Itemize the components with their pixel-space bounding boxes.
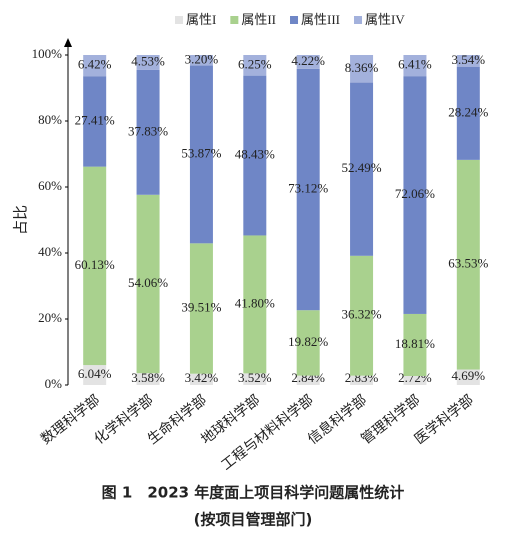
bar-segment [350, 82, 374, 256]
value-label: 3.54% [452, 52, 486, 67]
y-tick-label: 100% [32, 46, 63, 61]
bar-segment [189, 65, 213, 244]
bar-segment [456, 55, 480, 67]
bar-segment [243, 55, 267, 76]
legend-label: 属性IV [365, 12, 405, 27]
value-label: 6.04% [78, 366, 112, 381]
value-label: 60.13% [75, 257, 115, 272]
value-label: 27.41% [75, 112, 115, 127]
bar-segment [189, 373, 213, 385]
value-label: 6.42% [78, 57, 112, 72]
bar-segment [243, 75, 267, 236]
x-tick-label: 数理科学部 [38, 392, 103, 448]
value-label: 3.58% [131, 370, 165, 385]
value-label: 73.12% [288, 181, 328, 196]
bar-segment [83, 166, 107, 366]
legend-swatch [230, 16, 239, 24]
value-label: 53.87% [181, 145, 221, 160]
caption-subtitle: (按项目管理部门) [194, 511, 313, 529]
x-tick-label: 化学科学部 [91, 392, 156, 448]
value-label: 19.82% [288, 334, 328, 349]
value-label: 3.42% [185, 370, 219, 385]
legend-label: 属性I [186, 12, 216, 27]
bar-segment [83, 76, 107, 167]
legend-swatch [354, 16, 363, 24]
bar-segment [403, 313, 427, 377]
bar-segment [456, 369, 480, 385]
bar-segment [136, 69, 160, 195]
y-tick-label: 20% [38, 310, 62, 325]
bar-segment [456, 159, 480, 370]
bar-segment [296, 310, 320, 376]
bar-segment [136, 194, 160, 374]
bar-segment [243, 373, 267, 385]
bar-segment [296, 55, 320, 69]
value-label: 28.24% [448, 104, 488, 119]
value-label: 52.49% [342, 160, 382, 175]
value-label: 36.32% [342, 307, 382, 322]
value-label: 48.43% [235, 147, 275, 162]
value-label: 6.41% [398, 57, 432, 72]
value-label: 4.53% [131, 53, 165, 68]
value-label: 6.25% [238, 56, 272, 71]
y-tick-label: 40% [38, 244, 62, 259]
x-tick-label: 生命科学部 [144, 391, 210, 447]
x-tick-label: 信息科学部 [304, 391, 370, 447]
x-tick-label: 工程与材料科学部 [219, 392, 317, 474]
bar-segment [296, 68, 320, 311]
bar-segment [83, 55, 107, 77]
value-label: 8.36% [345, 60, 379, 75]
value-label: 72.06% [395, 186, 435, 201]
bar-segment [189, 243, 213, 374]
bar-segment [403, 376, 427, 385]
value-label: 41.80% [235, 295, 275, 310]
bar-segment [136, 55, 160, 70]
bar-segment [350, 255, 374, 376]
value-label: 4.22% [291, 53, 325, 68]
value-label: 3.52% [238, 370, 272, 385]
bar-segment [403, 76, 427, 314]
bar-segment [350, 375, 374, 385]
y-tick-label: 0% [45, 376, 63, 391]
y-tick-label: 80% [38, 112, 62, 127]
axis-arrow [64, 38, 72, 47]
value-label: 18.81% [395, 336, 435, 351]
x-tick-label: 管理科学部 [358, 392, 423, 448]
bar-segment [83, 365, 107, 385]
bar-segment [456, 66, 480, 160]
caption-title: 图 1 2023 年度面上项目科学问题属性统计 [102, 484, 405, 502]
y-axis-label: 占比 [12, 205, 29, 235]
bar-segment [350, 55, 374, 83]
value-label: 4.69% [452, 368, 486, 383]
legend-swatch [290, 16, 299, 24]
value-label: 54.06% [128, 275, 168, 290]
bar-segment [296, 375, 320, 385]
bar-segment [403, 55, 427, 77]
bar-segment [243, 235, 267, 374]
bar-segment [189, 55, 213, 66]
legend-swatch [175, 16, 183, 24]
legend-label: 属性II [241, 12, 276, 27]
value-label: 63.53% [448, 256, 488, 271]
value-label: 3.20% [185, 51, 219, 66]
value-label: 37.83% [128, 123, 168, 138]
bar-segment [136, 373, 160, 385]
legend-label: 属性III [301, 12, 340, 27]
value-label: 39.51% [181, 300, 221, 315]
x-tick-label: 医学科学部 [412, 392, 477, 448]
y-tick-label: 60% [38, 178, 62, 193]
